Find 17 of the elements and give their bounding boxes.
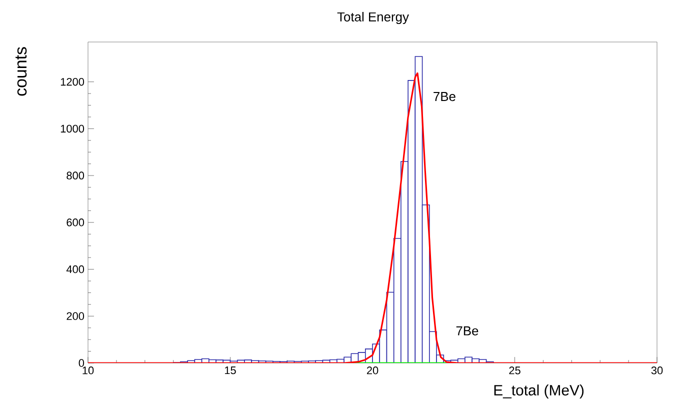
x-tick-label: 30	[651, 366, 663, 374]
x-tick-label: 10	[82, 366, 94, 374]
y-tick-label: 0	[78, 359, 84, 367]
y-tick-label: 600	[66, 218, 84, 226]
annotation: 7Be	[456, 326, 478, 336]
x-tick-label: 15	[224, 366, 236, 374]
y-tick-label: 800	[66, 172, 84, 180]
y-tick-label: 1000	[60, 124, 84, 133]
x-axis-title: E_total (MeV)	[494, 384, 584, 398]
x-tick-label: 25	[509, 366, 520, 374]
y-tick-label: 200	[66, 312, 84, 320]
y-tick-label: 400	[66, 265, 84, 274]
y-axis-title: counts	[16, 47, 27, 96]
y-tick-label: 1200	[60, 78, 84, 86]
annotation: 7Be	[434, 92, 456, 102]
chart-title: Total Energy	[337, 12, 409, 24]
x-tick-label: 20	[366, 366, 378, 374]
